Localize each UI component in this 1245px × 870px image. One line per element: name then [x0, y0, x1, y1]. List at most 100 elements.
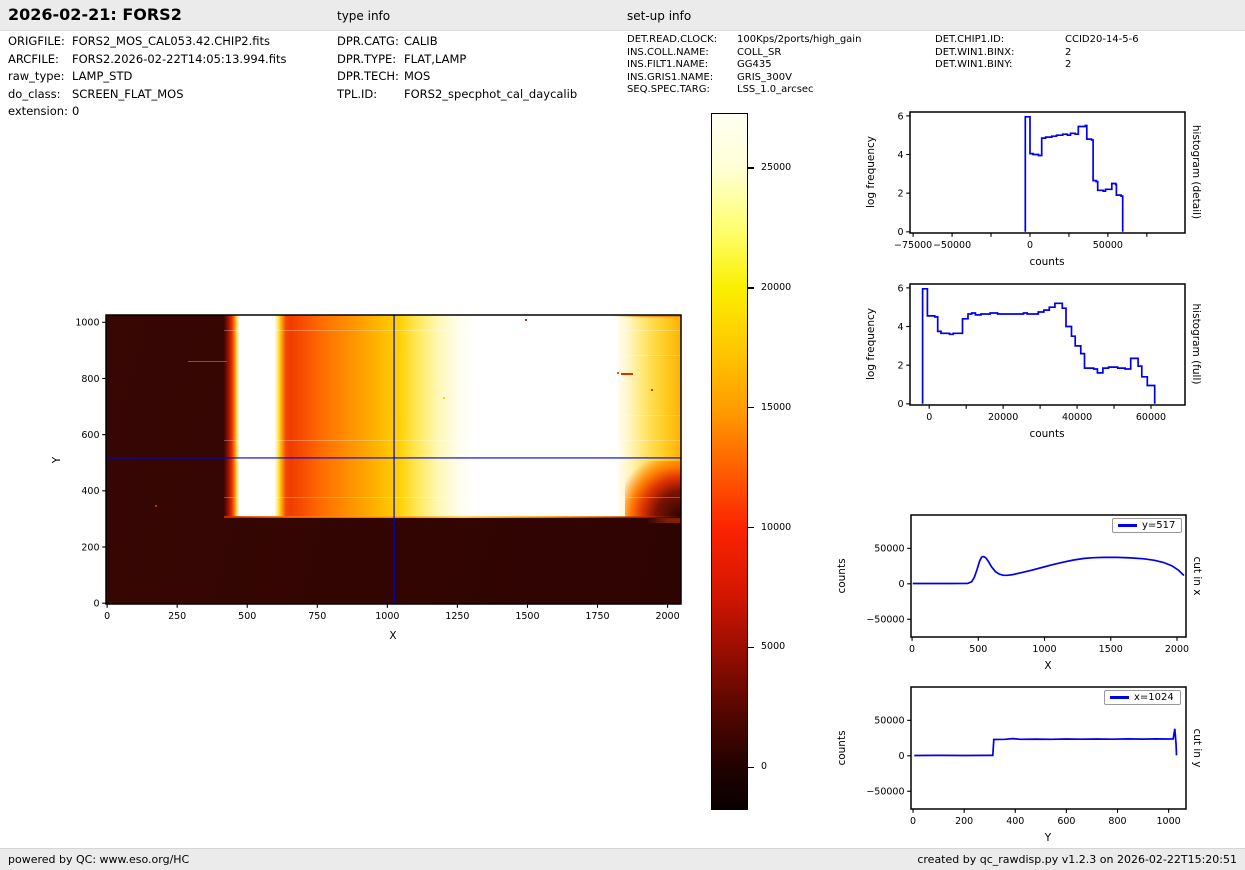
hist-detail-xaxis-title: counts: [1029, 256, 1065, 268]
setup-info-row: INS.COLL.NAME: COLL_SR: [627, 47, 861, 60]
svg-text:750: 750: [308, 611, 326, 622]
colorbar-tick: [748, 167, 754, 169]
svg-text:2: 2: [897, 361, 903, 372]
svg-text:0: 0: [898, 751, 904, 762]
svg-text:50000: 50000: [874, 716, 904, 727]
cut-y-yaxis-title: counts: [836, 730, 848, 766]
legend-label: x=1024: [1134, 692, 1174, 703]
colorbar-tick-label: 10000: [761, 521, 792, 533]
svg-text:0: 0: [909, 644, 915, 655]
svg-text:1500: 1500: [515, 611, 539, 622]
histogram-detail-chart: −75000 −50000 0 50000 0 2 4 6: [894, 111, 1186, 251]
cut-in-y-chart: 0 200 400 600 800 1000 50000 0 −50000: [866, 686, 1187, 827]
colorbar-tick-label: 15000: [761, 401, 792, 413]
svg-text:600: 600: [81, 430, 99, 441]
field-label: ORIGFILE:: [8, 34, 65, 48]
svg-text:−50000: −50000: [933, 240, 971, 251]
setup-info-row: INS.FILT1.NAME: GG435: [627, 59, 861, 72]
colorbar-tick: [748, 526, 754, 529]
page-title: 2026-02-21: FORS2: [8, 5, 182, 24]
illuminated-region: [224, 315, 681, 517]
field-value: 2: [1065, 46, 1072, 58]
colorbar-gradient: [711, 113, 748, 810]
footer-bar: powered by QC: www.eso.org/HC created by…: [0, 848, 1245, 870]
setup-info-row: DET.READ.CLOCK: 100Kps/2ports/high_gain: [627, 34, 861, 47]
hot-pixel: [525, 319, 527, 321]
hot-pixel: [155, 505, 157, 507]
setup-info-row: DET.WIN1.BINY: 2: [935, 59, 1139, 72]
svg-text:1500: 1500: [1099, 644, 1123, 655]
setup-info-row: SEQ.SPEC.TARG: LSS_1.0_arcsec: [627, 84, 861, 97]
field-value: FORS2_MOS_CAL053.42.CHIP2.fits: [72, 34, 270, 48]
svg-text:2000: 2000: [1165, 644, 1189, 655]
hist-full-side-title: histogram (full): [1190, 303, 1202, 385]
cut-y-xaxis-title: Y: [1044, 832, 1052, 844]
field-label: DET.CHIP1.ID:: [935, 34, 1005, 45]
cut-x-yaxis-title: counts: [836, 558, 848, 594]
hist-detail-yaxis-title: log frequency: [865, 135, 877, 209]
type-info-block: DPR.CATG: CALIB DPR.TYPE: FLAT,LAMP DPR.TE…: [337, 33, 577, 103]
colorbar-tick-label: 0: [761, 761, 768, 773]
hot-pixel: [617, 372, 619, 374]
svg-text:400: 400: [81, 486, 99, 497]
type-info-heading: type info: [337, 9, 391, 23]
field-value: LAMP_STD: [72, 69, 133, 83]
legend-line-sample: [1110, 696, 1129, 699]
svg-text:−75000: −75000: [894, 240, 932, 251]
svg-text:40000: 40000: [1062, 412, 1092, 423]
field-value: COLL_SR: [737, 46, 782, 58]
svg-text:600: 600: [1057, 816, 1075, 827]
heatmap-top-strip: [611, 315, 681, 317]
colorbar-tick: [748, 766, 754, 768]
hist-full-yaxis-title: log frequency: [865, 307, 877, 381]
cosmic-ray-artifact: [621, 373, 633, 375]
svg-text:400: 400: [1006, 816, 1024, 827]
field-value: 2: [1065, 59, 1072, 71]
cut-in-x-chart: 0 500 1000 1500 2000 50000 0 −50000: [866, 514, 1189, 655]
svg-text:50000: 50000: [1093, 240, 1123, 251]
field-value: FLAT,LAMP: [404, 51, 467, 66]
colorbar-tick-label: 5000: [761, 641, 786, 653]
colorbar-ticks: 0 5000 10000 15000 20000 25000: [748, 113, 818, 813]
type-info-row: DPR.TYPE: FLAT,LAMP: [337, 51, 577, 69]
legend-cut-y: x=1024: [1104, 690, 1181, 705]
svg-text:2: 2: [897, 189, 903, 200]
hot-pixel: [651, 389, 653, 391]
field-value: LSS_1.0_arcsec: [737, 84, 814, 96]
svg-text:500: 500: [238, 611, 256, 622]
detector-streak: [224, 497, 681, 498]
colorbar-tick-label: 25000: [761, 162, 792, 174]
file-info-row: ARCFILE: FORS2.2026-02-22T14:05:13.994.fi…: [8, 51, 286, 69]
svg-text:0: 0: [897, 227, 903, 238]
field-value: GG435: [737, 59, 772, 71]
field-value: FORS2.2026-02-22T14:05:13.994.fits: [72, 51, 287, 66]
setup-info-row: DET.WIN1.BINX: 2: [935, 47, 1139, 60]
legend-label: y=517: [1142, 520, 1176, 531]
heatmap-corner-fade: [625, 461, 681, 517]
field-label: SEQ.SPEC.TARG:: [627, 84, 710, 96]
type-info-row: DPR.TECH: MOS: [337, 68, 577, 86]
svg-text:800: 800: [81, 374, 99, 385]
field-label: raw_type:: [8, 69, 65, 83]
field-value: FORS2_specphot_cal_daycalib: [404, 86, 578, 101]
field-label: extension:: [8, 104, 68, 118]
field-label: DPR.CATG:: [337, 34, 399, 48]
heatmap-edge-line: [224, 516, 681, 518]
svg-text:−50000: −50000: [866, 615, 904, 626]
field-label: DET.WIN1.BINY:: [935, 59, 1013, 71]
svg-text:4: 4: [897, 150, 903, 161]
file-info-row: do_class: SCREEN_FLAT_MOS: [8, 86, 286, 104]
legend-cut-x: y=517: [1112, 518, 1183, 533]
svg-text:200: 200: [955, 816, 973, 827]
svg-text:1000: 1000: [375, 611, 399, 622]
svg-text:0: 0: [93, 599, 99, 610]
svg-text:0: 0: [898, 579, 904, 590]
detector-streak: [606, 415, 681, 416]
field-label: DPR.TECH:: [337, 69, 399, 83]
histogram-full-chart: 0 20000 40000 60000 0 2 4 6: [897, 283, 1186, 423]
setup-info-row: DET.CHIP1.ID: CCID20-14-5-6: [935, 34, 1139, 47]
setup-info-heading: set-up info: [627, 9, 692, 23]
legend-line-sample: [1118, 524, 1137, 527]
cut-x-side-title: cut in x: [1191, 556, 1203, 596]
field-label: INS.COLL.NAME:: [627, 46, 709, 58]
